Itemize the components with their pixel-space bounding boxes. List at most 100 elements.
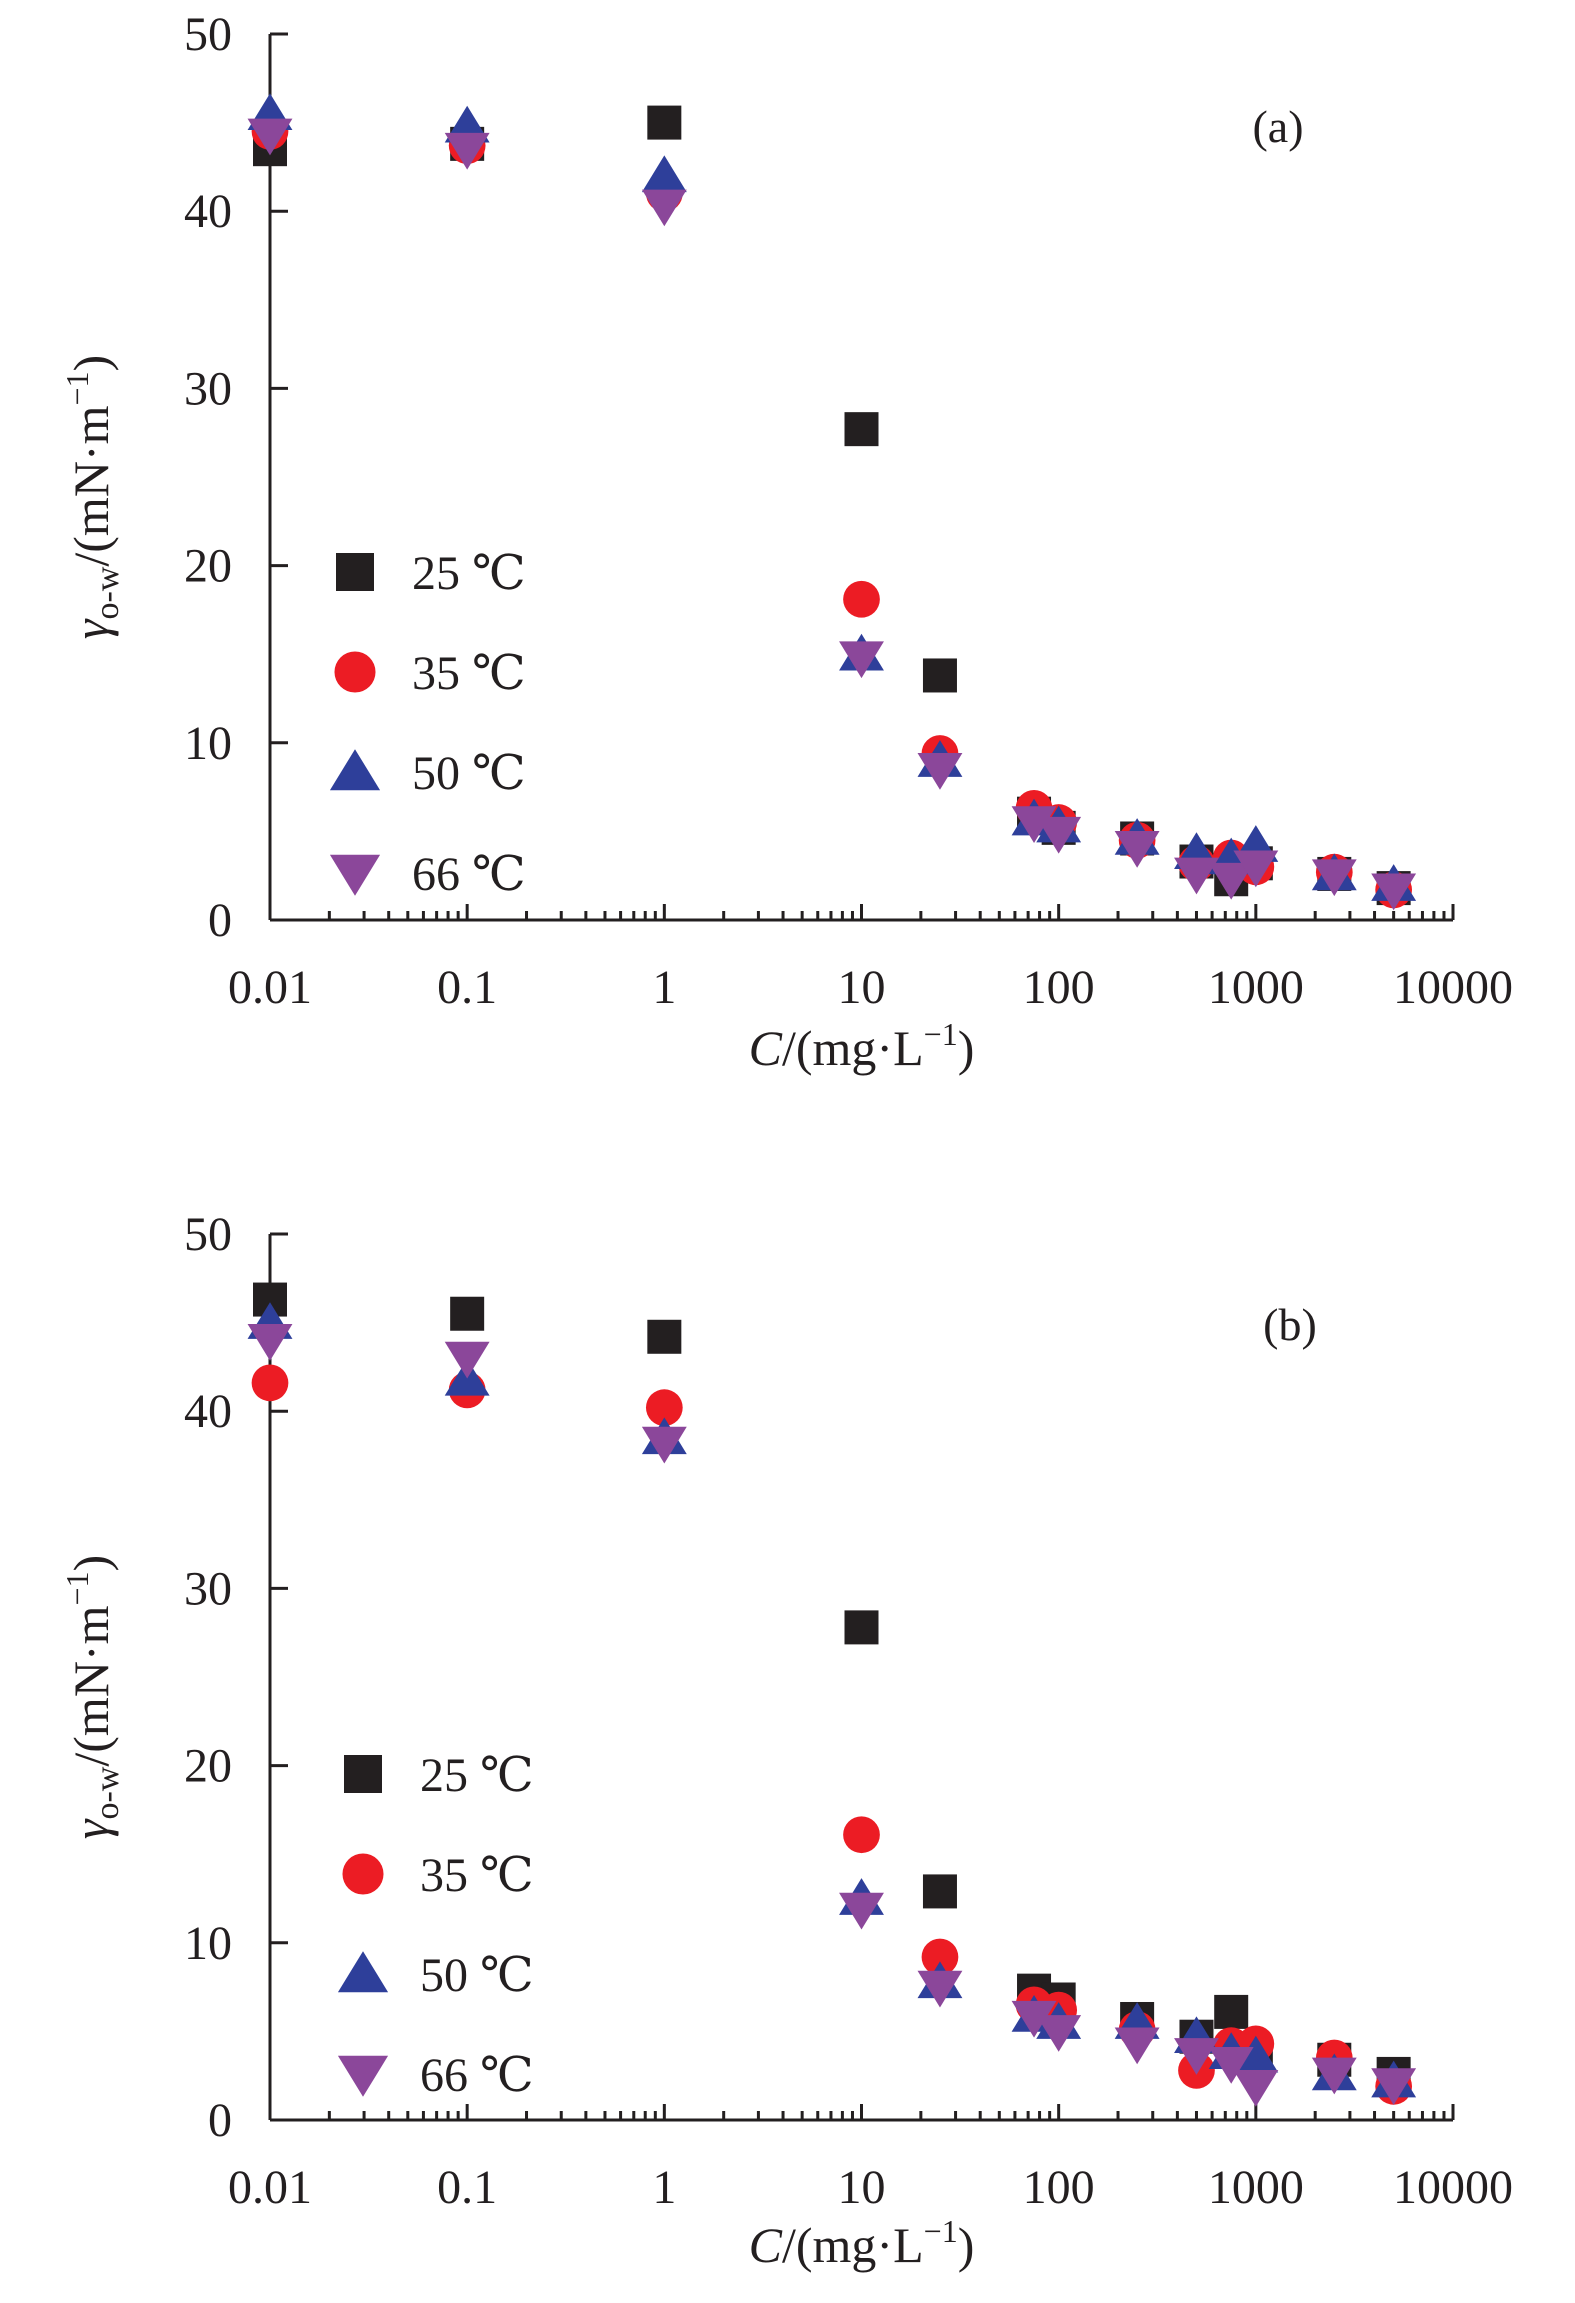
data-point — [647, 105, 682, 140]
data-point — [1233, 2070, 1279, 2107]
data-point — [645, 1389, 683, 1427]
legend-label: 50 ℃ — [412, 747, 526, 800]
y-axis-title-superscript: −1 — [59, 1571, 95, 1605]
data-point — [1011, 806, 1057, 843]
data-point — [1371, 2068, 1417, 2105]
y-tick-label: 50 — [184, 8, 232, 61]
x-tick-label: 10000 — [1393, 2161, 1513, 2214]
y-tick-label: 0 — [208, 2094, 232, 2147]
legend-marker — [342, 1853, 384, 1895]
y-axis-title: γo-w/(mN·m−1) — [59, 355, 126, 639]
series-triangle-down — [247, 1324, 1417, 2107]
data-point — [839, 1892, 884, 1930]
data-point — [843, 1816, 880, 1854]
x-axis-title-close: ) — [958, 1020, 975, 1076]
x-axis-title-close: ) — [958, 2217, 975, 2273]
legend-marker — [329, 854, 381, 896]
x-axis-title-unit: /(mg·L — [782, 2217, 924, 2273]
x-axis-title-superscript: −1 — [924, 1016, 958, 1052]
y-tick-label: 0 — [208, 894, 232, 947]
y-tick-label: 10 — [184, 717, 232, 770]
data-point — [1114, 2027, 1160, 2065]
x-axis-title-symbol: C — [749, 2217, 783, 2273]
x-tick-label: 100 — [1023, 961, 1095, 1014]
data-point — [1208, 862, 1254, 900]
data-point — [247, 1324, 293, 1361]
y-tick-label: 50 — [184, 1208, 232, 1261]
x-axis-title: C/(mg·L−1) — [749, 1016, 975, 1076]
x-tick-label: 10000 — [1393, 961, 1513, 1014]
legend-marker — [336, 553, 374, 591]
data-point — [922, 658, 957, 693]
data-point — [1114, 831, 1160, 868]
y-axis-title-close: ) — [63, 355, 119, 372]
data-point — [1311, 2057, 1357, 2095]
data-point — [1371, 873, 1417, 911]
legend-label: 66 ℃ — [412, 848, 526, 901]
y-tick-label: 20 — [184, 1740, 232, 1793]
x-tick-label: 0.1 — [437, 2161, 497, 2214]
y-tick-label: 30 — [184, 362, 232, 415]
legend-marker — [334, 651, 376, 693]
legend-label: 25 ℃ — [420, 1749, 534, 1802]
data-point — [247, 118, 293, 156]
data-point — [1233, 2035, 1279, 2073]
y-tick-label: 20 — [184, 540, 232, 593]
x-tick-label: 1000 — [1208, 2161, 1304, 2214]
data-point — [1036, 816, 1082, 854]
y-axis-title-subscript: o-w — [89, 1766, 126, 1819]
legend-label: 35 ℃ — [420, 1849, 534, 1902]
data-point — [444, 1341, 490, 1379]
data-point — [844, 1610, 879, 1645]
data-point — [1311, 859, 1357, 897]
y-axis-title-superscript: −1 — [59, 371, 95, 405]
x-tick-label: 0.01 — [228, 2161, 312, 2214]
panel-label: (b) — [1263, 1299, 1317, 1350]
legend-marker — [344, 1755, 382, 1793]
x-tick-label: 100 — [1023, 2161, 1095, 2214]
data-point — [917, 753, 963, 790]
legend-label: 66 ℃ — [420, 2049, 534, 2102]
data-point — [843, 580, 880, 618]
y-axis-title: γo-w/(mN·m−1) — [59, 1555, 126, 1839]
legend: 25 ℃ 35 ℃ 50 ℃ 66 ℃ — [337, 1749, 534, 2102]
data-point — [844, 412, 879, 447]
data-point — [641, 155, 687, 193]
panel-label: (a) — [1252, 101, 1303, 152]
x-axis-title: C/(mg·L−1) — [749, 2213, 975, 2273]
data-point — [444, 132, 490, 170]
data-point — [1036, 2015, 1082, 2052]
legend-label: 50 ℃ — [420, 1949, 534, 2002]
x-axis-title-superscript: −1 — [924, 2213, 958, 2249]
data-point — [1174, 2038, 1219, 2075]
x-axis-title-symbol: C — [749, 1020, 783, 1076]
data-point — [1233, 850, 1279, 888]
x-axis-title-unit: /(mg·L — [782, 1020, 924, 1076]
x-tick-label: 1000 — [1208, 961, 1304, 1014]
y-tick-label: 40 — [184, 1385, 232, 1438]
series-triangle-down — [247, 118, 1417, 911]
data-point — [450, 1296, 485, 1331]
y-axis-title-unit: /(mN·m — [63, 1605, 119, 1766]
data-point — [921, 1938, 959, 1976]
legend-marker — [337, 2055, 389, 2097]
data-point — [647, 1319, 682, 1354]
y-tick-label: 10 — [184, 1917, 232, 1970]
legend-marker — [329, 749, 381, 791]
x-tick-label: 0.1 — [437, 961, 497, 1014]
y-axis-title-unit: /(mN·m — [63, 405, 119, 566]
data-point — [1208, 2046, 1254, 2084]
x-tick-label: 1 — [652, 961, 676, 1014]
legend-label: 25 ℃ — [412, 547, 526, 600]
legend-label: 35 ℃ — [412, 647, 526, 700]
x-tick-label: 0.01 — [228, 961, 312, 1014]
data-point — [917, 1970, 963, 2008]
x-tick-label: 10 — [838, 961, 886, 1014]
legend-marker — [337, 1951, 389, 1993]
y-axis-title-close: ) — [63, 1555, 119, 1572]
y-axis-title-symbol: γ — [63, 1818, 119, 1839]
legend: 25 ℃ 35 ℃ 50 ℃ 66 ℃ — [329, 547, 526, 901]
